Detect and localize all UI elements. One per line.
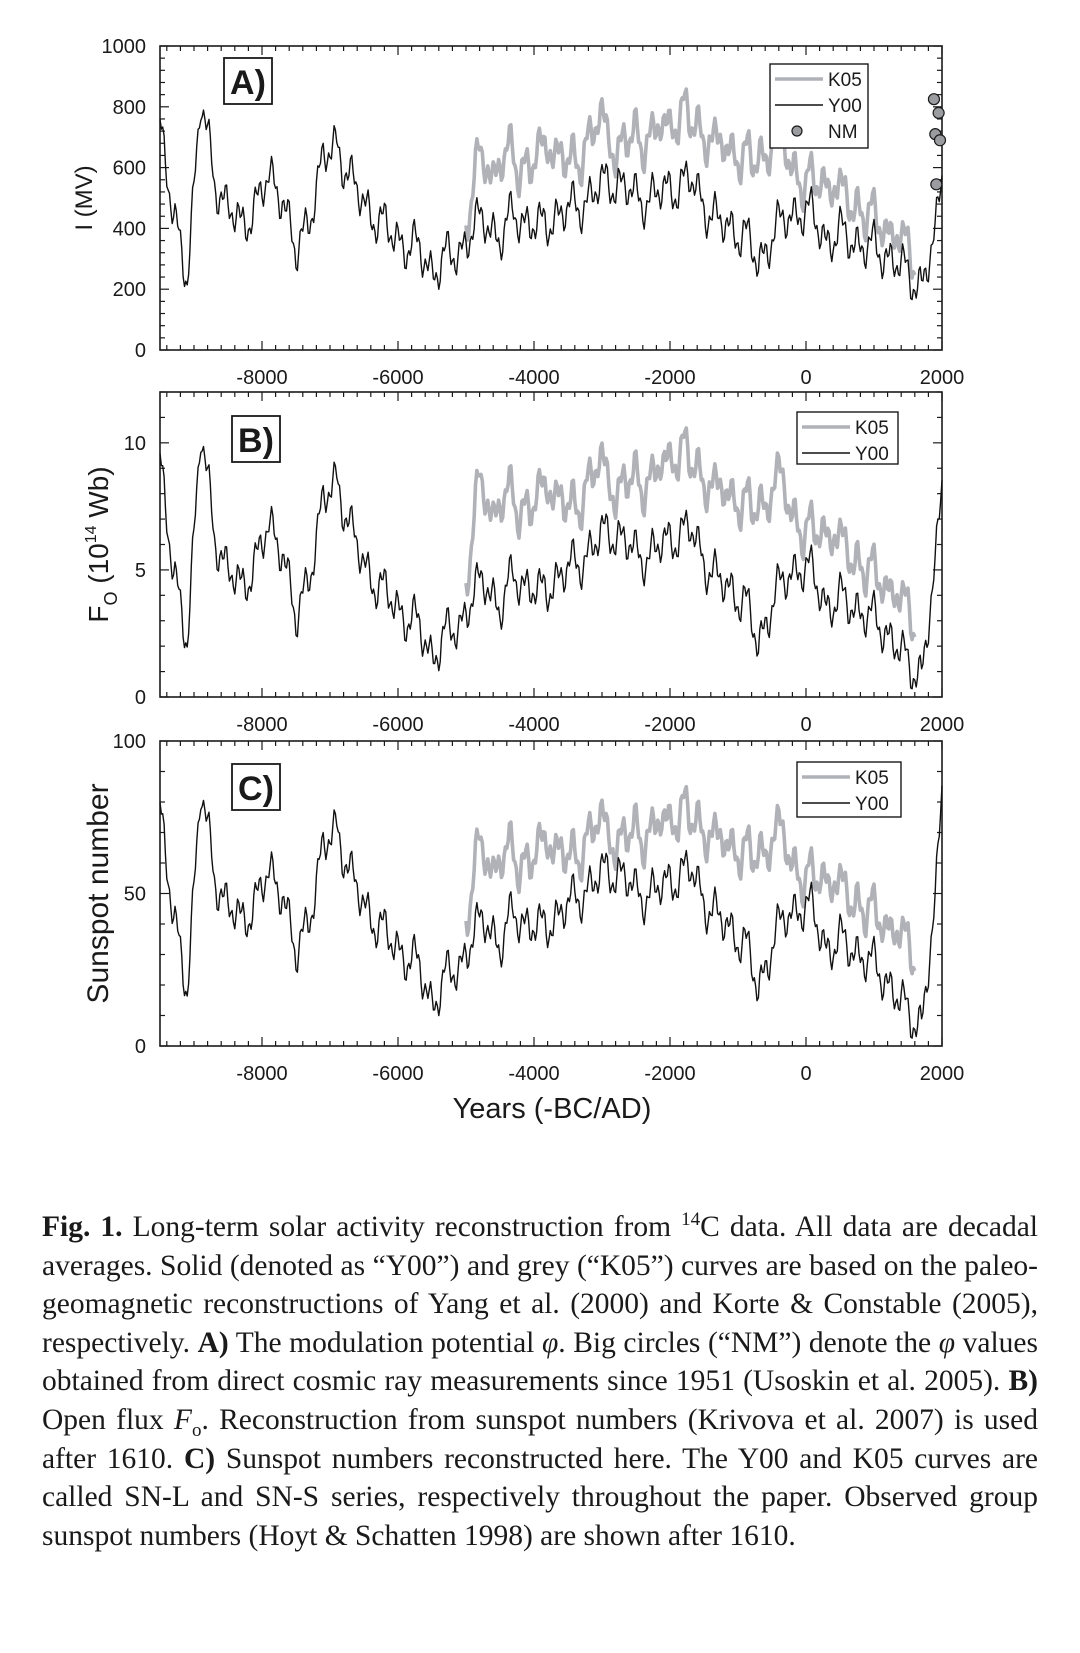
x-tick-label: -2000 — [644, 1063, 695, 1085]
caption-text: Open flux — [42, 1403, 174, 1436]
caption-phi: φ — [541, 1326, 559, 1359]
x-tick-label: -2000 — [644, 367, 695, 389]
nm-marker — [927, 93, 941, 106]
nm-marker — [933, 134, 947, 147]
caption-panel-b-label: B) — [1008, 1365, 1039, 1398]
y-tick-label: 1000 — [102, 36, 147, 58]
caption-text: Long-term solar activity reconstruction … — [122, 1211, 682, 1243]
series-line-y00 — [159, 109, 943, 301]
x-tick-label: 0 — [800, 714, 811, 736]
y-tick-label: 5 — [135, 560, 146, 582]
x-tick-label: -4000 — [508, 367, 559, 389]
legend-box — [796, 761, 902, 818]
x-tick-label: -8000 — [236, 1063, 287, 1085]
x-tick-label: -4000 — [508, 1063, 559, 1085]
legend-label: Y00 — [855, 444, 889, 465]
series-line-y00 — [159, 445, 943, 690]
x-tick-label: -2000 — [644, 714, 695, 736]
caption-fig-label: Fig. 1. — [42, 1211, 123, 1243]
y-axis-label: I (MV) — [71, 165, 98, 230]
x-tick-label: -6000 — [372, 714, 423, 736]
panel-label: B) — [238, 422, 274, 460]
x-tick-label: 0 — [800, 1063, 811, 1085]
y-axis-label: FO (1014 Wb) — [83, 466, 121, 622]
caption-text: values obtained from direct cosmic ray m… — [42, 1326, 1038, 1398]
nm-marker — [932, 106, 945, 119]
legend-label: Y00 — [828, 96, 862, 117]
panel-label: C) — [238, 770, 274, 808]
panel-label-box — [231, 415, 281, 463]
y-tick-label: 200 — [113, 279, 146, 301]
panel-c: -8000 -6000 -4000 -2000 0 2000 0 50 100 Sunspot n… — [82, 731, 964, 1125]
series-line-k05 — [464, 87, 917, 280]
y-tick-label: 400 — [113, 218, 146, 240]
legend-marker-nm — [791, 125, 803, 137]
y-tick-label: 0 — [135, 340, 146, 362]
series-line-k05 — [464, 784, 917, 976]
y-tick-label: 800 — [113, 97, 146, 119]
y-axis-label: Sunspot number — [82, 783, 115, 1003]
caption-phi: φ — [938, 1326, 956, 1359]
caption-text: . Big circles (“NM”) denote the — [558, 1326, 939, 1359]
legend-label: Y00 — [855, 794, 889, 815]
panel-label: A) — [230, 64, 266, 102]
x-tick-label: 2000 — [920, 714, 965, 736]
caption-panel-c-label: C) — [183, 1442, 216, 1475]
legend-label: NM — [828, 122, 858, 143]
caption-f-variable: F — [173, 1403, 192, 1436]
x-tick-label: -6000 — [372, 1063, 423, 1085]
legend-label: K05 — [855, 418, 889, 439]
y-tick-label: 10 — [124, 433, 146, 455]
x-tick-label: -6000 — [372, 367, 423, 389]
caption-panel-a-label: A) — [197, 1326, 229, 1359]
figure-caption: Fig. 1. Long-term solar activity reconst… — [42, 1208, 1038, 1555]
y-tick-label: 50 — [124, 884, 146, 906]
x-tick-label: 2000 — [920, 367, 965, 389]
y-tick-label: 600 — [113, 158, 146, 180]
series-line-k05 — [464, 426, 917, 642]
legend-box — [796, 411, 899, 465]
plot-frame — [159, 45, 943, 351]
caption-text: . Reconstruction from sunspot numbers (K… — [42, 1403, 1039, 1475]
panel-label-box — [223, 57, 273, 105]
legend-label: K05 — [828, 70, 862, 91]
legend-label: K05 — [855, 768, 889, 789]
x-tick-label: 2000 — [920, 1063, 965, 1085]
x-axis-label: Years (-BC/AD) — [453, 1093, 652, 1125]
caption-c14-superscript: 14 — [681, 1209, 701, 1231]
nm-marker — [930, 178, 943, 191]
y-tick-label: 0 — [135, 687, 146, 709]
figure: -8000 -6000 -4000 -2000 0 2000 0 200 400 600 800 10… — [71, 36, 965, 1125]
panel-a: -8000 -6000 -4000 -2000 0 2000 0 200 400 600 800 10… — [71, 36, 964, 389]
caption-text: Sunspot numbers reconstructed here. The … — [42, 1442, 1039, 1552]
caption-f-subscript: o — [191, 1419, 202, 1441]
series-line-y00 — [159, 785, 943, 1039]
y-tick-label: 0 — [135, 1036, 146, 1058]
x-tick-label: -4000 — [508, 714, 559, 736]
x-tick-label: -8000 — [236, 367, 287, 389]
caption-text: The modulation potential — [228, 1326, 542, 1359]
caption-text: C data. All data are decadal averages. S… — [42, 1211, 1039, 1359]
y-tick-label: 100 — [113, 731, 146, 753]
x-tick-label: -8000 — [236, 714, 287, 736]
x-tick-label: 0 — [800, 367, 811, 389]
panel-label-box — [231, 763, 281, 811]
